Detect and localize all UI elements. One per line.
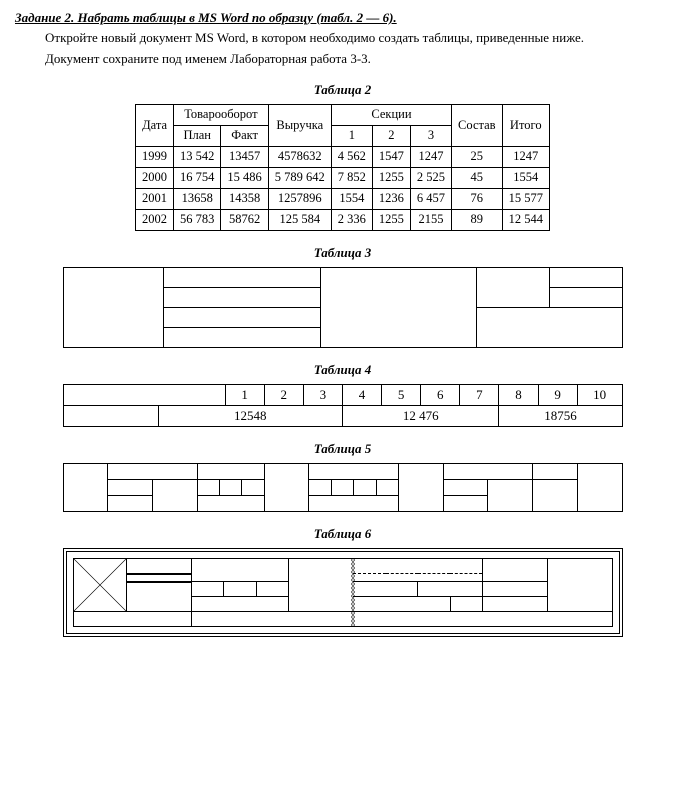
- th-sections: Секции: [331, 104, 451, 125]
- table-6-frame: [63, 548, 623, 638]
- task-heading: Задание 2. Набрать таблицы в MS Word по …: [15, 10, 670, 26]
- diagonal-cell: [73, 558, 127, 612]
- caption-t2: Таблица 2: [15, 82, 670, 98]
- table-3: [63, 267, 623, 348]
- th-revenue: Выручка: [268, 104, 331, 146]
- table-row: 199913 5421345745786324 5621547124725124…: [136, 146, 550, 167]
- th-plan: План: [174, 125, 221, 146]
- table-2: Дата Товарооборот Выручка Секции Состав …: [135, 104, 550, 231]
- th-staff: Состав: [452, 104, 503, 146]
- th-fact: Факт: [221, 125, 268, 146]
- th-total: Итого: [502, 104, 549, 146]
- table-row: 200016 75415 4865 789 6427 85212552 5254…: [136, 167, 550, 188]
- th-s1: 1: [331, 125, 372, 146]
- table-5: [63, 463, 623, 512]
- intro-line-1: Откройте новый документ MS Word, в котор…: [45, 30, 670, 47]
- th-date: Дата: [136, 104, 174, 146]
- th-s3: 3: [410, 125, 451, 146]
- table-6: [73, 558, 613, 628]
- table-row: 200113658143581257896155412366 4577615 5…: [136, 188, 550, 209]
- caption-t6: Таблица 6: [15, 526, 670, 542]
- caption-t5: Таблица 5: [15, 441, 670, 457]
- table-4: 12345678910 12548 12 476 18756: [63, 384, 623, 427]
- th-turnover: Товарооборот: [174, 104, 269, 125]
- table-row: 200256 78358762125 5842 336125521558912 …: [136, 209, 550, 230]
- caption-t3: Таблица 3: [15, 245, 670, 261]
- th-s2: 2: [372, 125, 410, 146]
- caption-t4: Таблица 4: [15, 362, 670, 378]
- intro-line-2: Документ сохраните под именем Лабораторн…: [45, 51, 670, 68]
